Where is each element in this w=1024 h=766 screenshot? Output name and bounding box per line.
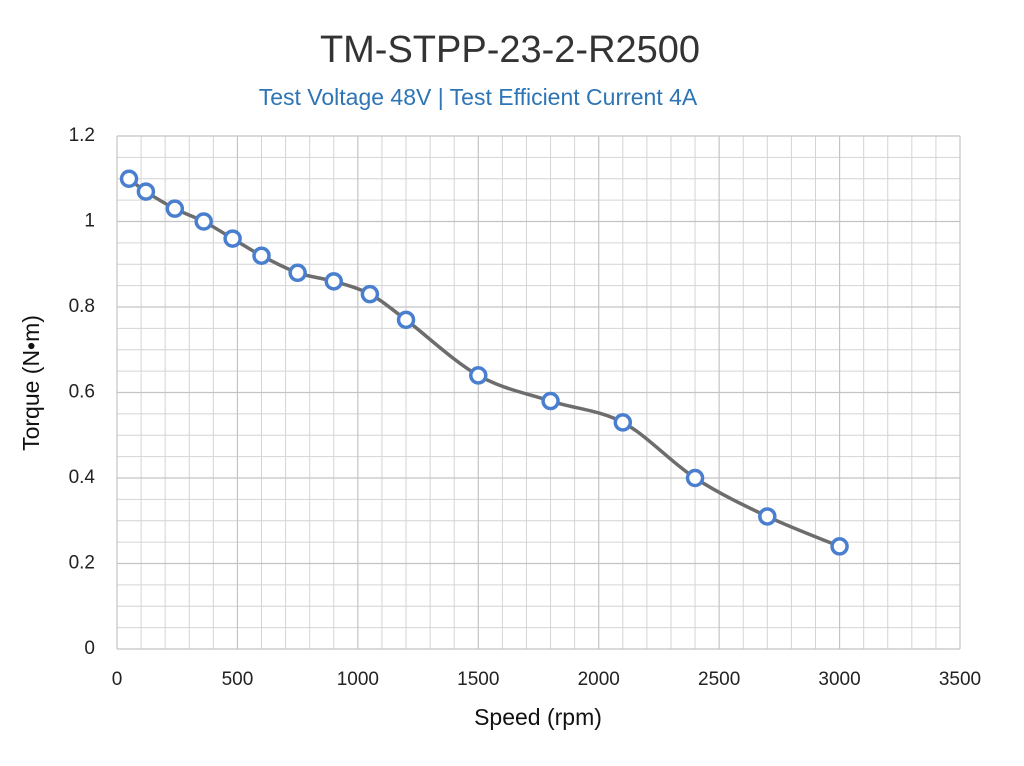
data-point bbox=[685, 468, 705, 488]
x-tick-label: 1000 bbox=[337, 669, 379, 690]
y-axis-label: Torque (N•m) bbox=[18, 315, 44, 451]
data-point bbox=[324, 272, 344, 291]
x-tick-label: 0 bbox=[112, 669, 123, 690]
y-tick-label: 1 bbox=[84, 211, 95, 232]
data-point bbox=[288, 263, 307, 283]
data-point bbox=[119, 169, 139, 188]
x-tick-label: 2000 bbox=[578, 669, 620, 690]
y-tick-label: 1.2 bbox=[69, 125, 95, 146]
x-tick-label: 3000 bbox=[818, 669, 860, 690]
x-tick-label: 500 bbox=[222, 669, 254, 690]
data-point bbox=[360, 284, 380, 304]
data-point bbox=[194, 212, 213, 231]
y-tick-label: 0.6 bbox=[69, 382, 95, 403]
y-tick-label: 0.2 bbox=[69, 553, 95, 574]
y-tick-label: 0.8 bbox=[69, 296, 95, 317]
x-tick-label: 3500 bbox=[939, 669, 981, 690]
chart-subtitle: Test Voltage 48V | Test Efficient Curren… bbox=[259, 84, 698, 110]
x-axis-label: Speed (rpm) bbox=[474, 704, 602, 730]
data-point bbox=[469, 366, 488, 385]
data-point bbox=[758, 507, 777, 526]
chart-title: TM-STPP-23-2-R2500 bbox=[320, 29, 700, 71]
data-point bbox=[223, 229, 242, 248]
x-tick-label: 2500 bbox=[698, 669, 740, 690]
y-tick-label: 0 bbox=[84, 638, 95, 659]
data-point bbox=[136, 182, 156, 201]
data-point bbox=[541, 391, 560, 411]
data-point bbox=[165, 199, 185, 218]
data-point bbox=[252, 246, 271, 265]
data-point bbox=[830, 537, 849, 556]
y-tick-label: 0.4 bbox=[69, 467, 96, 488]
data-point bbox=[396, 310, 416, 330]
data-point bbox=[613, 413, 633, 432]
x-tick-label: 1500 bbox=[457, 669, 499, 690]
